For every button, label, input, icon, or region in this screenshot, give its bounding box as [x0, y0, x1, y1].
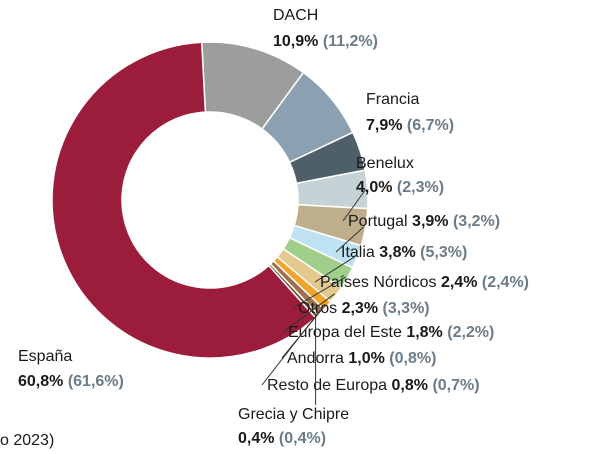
- prev-value-label: (0,7%): [432, 377, 479, 394]
- value-label: 2,4%: [441, 274, 477, 291]
- label: Portugal 3,9% (3,2%): [348, 213, 500, 230]
- label: España: [18, 348, 72, 365]
- label: DACH: [273, 7, 318, 24]
- leader-line: [314, 255, 356, 283]
- value-label: 1,0%: [348, 350, 384, 367]
- value-label: 3,9%: [412, 213, 448, 230]
- category-label: Italia: [341, 244, 375, 261]
- label: 60,8% (61,6%): [18, 373, 124, 390]
- label: 10,9% (11,2%): [273, 33, 378, 50]
- value-label: 3,8%: [379, 244, 415, 261]
- prev-value-label: (6,7%): [407, 117, 454, 134]
- label: Países Nórdicos 2,4% (2,4%): [320, 274, 529, 291]
- label: Europa del Este 1,8% (2,2%): [288, 324, 494, 341]
- label: Francia: [366, 91, 419, 108]
- prev-value-label: (61,6%): [68, 373, 124, 390]
- label: Resto de Europa 0,8% (0,7%): [267, 377, 480, 394]
- category-label: DACH: [273, 7, 318, 24]
- category-label: Países Nórdicos: [320, 274, 437, 291]
- leader-line: [261, 310, 321, 386]
- prev-value-label: (2,4%): [482, 274, 529, 291]
- category-label: Europa del Este: [288, 324, 402, 341]
- prev-value-label: (3,3%): [383, 300, 430, 317]
- label: 0,4% (0,4%): [238, 430, 326, 447]
- value-label: 0,8%: [392, 377, 428, 394]
- prev-value-label: (0,8%): [389, 350, 436, 367]
- value-label: 0,4%: [238, 430, 274, 447]
- value-label: 4,0%: [356, 179, 392, 196]
- label: 7,9% (6,7%): [366, 117, 454, 134]
- value-label: 1,8%: [406, 324, 442, 341]
- value-label: 2,3%: [342, 300, 378, 317]
- category-label: Benelux: [356, 155, 414, 172]
- category-label: Otros: [298, 300, 337, 317]
- label: Andorra 1,0% (0,8%): [287, 350, 436, 367]
- value-label: 10,9%: [273, 33, 318, 50]
- prev-value-label: (5,3%): [420, 244, 467, 261]
- donut-segment: [51, 41, 317, 359]
- value-label: 60,8%: [18, 373, 63, 390]
- category-label: Resto de Europa: [267, 377, 387, 394]
- label: Grecia y Chipre: [238, 406, 349, 423]
- category-label: Francia: [366, 91, 419, 108]
- prev-value-label: (11,2%): [323, 33, 378, 50]
- leader-line: [282, 293, 335, 333]
- leader-line: [342, 189, 367, 222]
- label: Italia 3,8% (5,3%): [341, 244, 467, 261]
- label: 4,0% (2,3%): [356, 179, 444, 196]
- prev-value-label: (3,2%): [453, 213, 500, 230]
- leader-line: [292, 276, 346, 309]
- category-label: España: [18, 348, 72, 365]
- leader-line: [335, 226, 364, 253]
- prev-value-label: (0,4%): [279, 430, 326, 447]
- category-label: Grecia y Chipre: [238, 406, 349, 423]
- label: Benelux: [356, 155, 414, 172]
- value-label: 7,9%: [366, 117, 402, 134]
- label: Otros 2,3% (3,3%): [298, 300, 430, 317]
- category-label: Portugal: [348, 213, 408, 230]
- prev-value-label: (2,3%): [397, 179, 444, 196]
- note: o 2023): [0, 432, 54, 449]
- prev-value-label: (2,2%): [447, 324, 494, 341]
